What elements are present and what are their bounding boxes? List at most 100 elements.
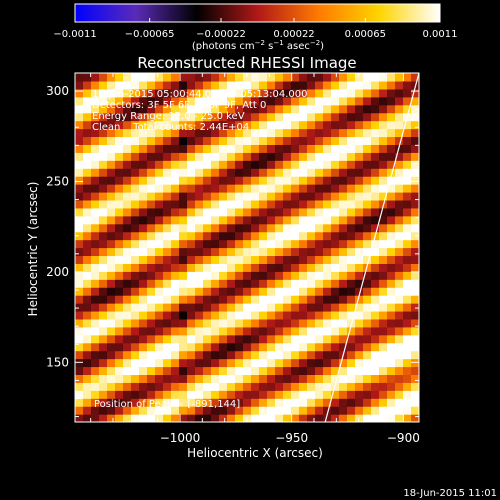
heatmap-cell [75, 136, 84, 145]
heatmap-cell [75, 80, 84, 90]
heatmap-cell [123, 358, 132, 368]
heatmap-cell [347, 80, 356, 90]
heatmap-cell [395, 112, 404, 122]
heatmap-cell [211, 120, 220, 130]
heatmap-cell [259, 390, 268, 399]
heatmap-cell [203, 80, 212, 90]
heatmap-cell [339, 120, 348, 130]
heatmap-cell [355, 88, 364, 98]
heatmap-cell [275, 152, 284, 161]
heatmap-cell [155, 279, 164, 288]
heatmap-cell [83, 303, 92, 312]
heatmap-cell [379, 215, 388, 225]
heatmap-cell [107, 191, 116, 201]
heatmap-cell [115, 136, 124, 145]
heatmap-cell [347, 152, 356, 161]
heatmap-cell [99, 160, 108, 169]
heatmap-cell [355, 334, 364, 344]
heatmap-cell [83, 342, 92, 352]
heatmap-cell [371, 247, 380, 257]
heatmap-cell [275, 271, 284, 280]
heatmap-cell [211, 239, 220, 249]
heatmap-cell [179, 358, 188, 368]
heatmap-cell [115, 80, 124, 90]
heatmap-cell [307, 199, 316, 209]
heatmap-cell [275, 366, 284, 376]
heatmap-cell [291, 152, 300, 161]
heatmap-cell [227, 247, 236, 257]
heatmap-cell [147, 318, 156, 328]
heatmap-cell [187, 128, 196, 138]
heatmap-cell [75, 342, 84, 352]
heatmap-cell [347, 120, 356, 130]
heatmap-cell [283, 326, 292, 336]
heatmap-cell [283, 231, 292, 241]
heatmap-cell [195, 279, 204, 288]
heatmap-cell [331, 176, 340, 185]
heatmap-cell [123, 271, 132, 280]
heatmap-cell [291, 120, 300, 130]
heatmap-cell [259, 414, 268, 422]
heatmap-cell [91, 176, 100, 185]
heatmap-cell [107, 382, 116, 391]
heatmap-cell [363, 279, 372, 288]
heatmap-cell [171, 414, 180, 422]
y-tick-label: 250 [46, 174, 69, 188]
heatmap-cell [251, 96, 260, 106]
heatmap-cell [203, 136, 212, 145]
heatmap-cell [283, 191, 292, 201]
heatmap-cell [155, 255, 164, 264]
heatmap-cell [235, 263, 244, 272]
heatmap-cell [291, 334, 300, 344]
heatmap-cell [219, 223, 228, 233]
heatmap-cell [91, 374, 100, 383]
heatmap-cell [355, 279, 364, 288]
heatmap-cell [379, 144, 388, 153]
heatmap-cell [411, 247, 419, 257]
heatmap-cell [75, 366, 84, 376]
heatmap-cell [347, 144, 356, 153]
heatmap-cell [331, 80, 340, 90]
heatmap-cell [403, 176, 412, 185]
heatmap-cell [83, 152, 92, 161]
heatmap-cell [75, 223, 84, 233]
heatmap-cell [411, 255, 419, 264]
heatmap-cell [307, 310, 316, 320]
heatmap-cell [291, 191, 300, 201]
heatmap-cell [259, 350, 268, 360]
heatmap-cell [339, 144, 348, 153]
heatmap-cell [155, 303, 164, 312]
heatmap-cell [275, 374, 284, 383]
heatmap-cell [379, 168, 388, 177]
heatmap-cell [83, 160, 92, 169]
heatmap-cell [219, 414, 228, 422]
heatmap-cell [163, 199, 172, 209]
heatmap-cell [363, 176, 372, 185]
heatmap-cell [259, 295, 268, 304]
heatmap-cell [379, 374, 388, 383]
heatmap-cell [267, 398, 276, 407]
heatmap-cell [379, 390, 388, 399]
heatmap-cell [251, 73, 260, 82]
heatmap-cell [291, 231, 300, 241]
heatmap-cell [203, 326, 212, 336]
heatmap-cell [411, 112, 419, 122]
heatmap-cell [155, 287, 164, 296]
heatmap-cell [179, 191, 188, 201]
heatmap-cell [187, 350, 196, 360]
heatmap-cell [227, 184, 236, 193]
heatmap-cell [219, 374, 228, 383]
heatmap-cell [371, 239, 380, 249]
heatmap-cell [291, 271, 300, 280]
heatmap-cell [155, 382, 164, 391]
heatmap-cell [395, 374, 404, 383]
heatmap-cell [323, 128, 332, 138]
heatmap-cell [147, 358, 156, 368]
heatmap-cell [331, 239, 340, 249]
heatmap-cell [323, 80, 332, 90]
heatmap-cell [283, 207, 292, 217]
heatmap-cell [307, 207, 316, 217]
heatmap-cell [171, 342, 180, 352]
heatmap-cell [211, 152, 220, 161]
heatmap-cell [211, 160, 220, 169]
